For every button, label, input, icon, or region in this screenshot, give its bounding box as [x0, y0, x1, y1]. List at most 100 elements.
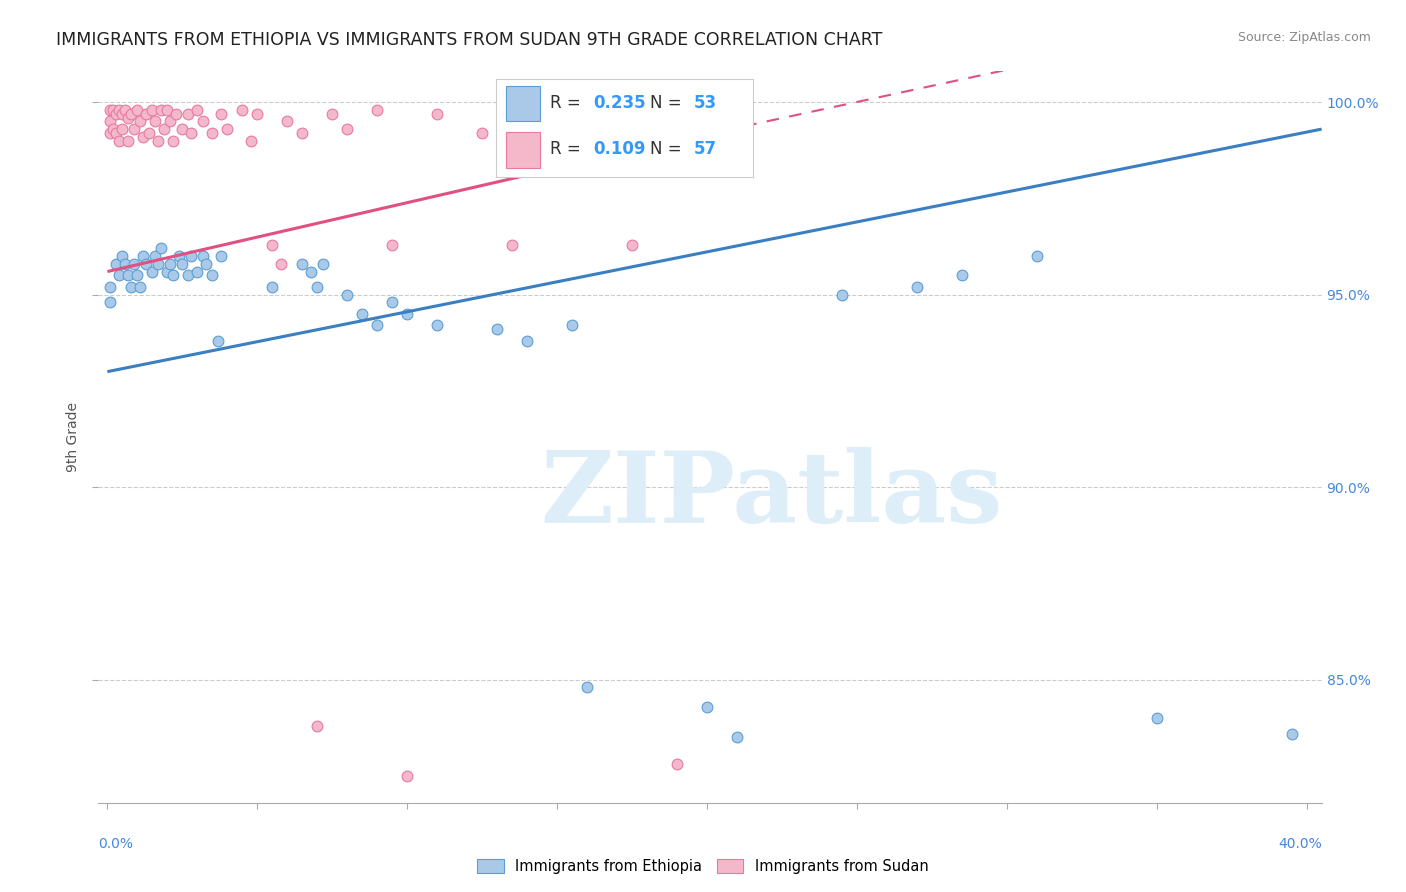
- Point: [561, 318, 583, 333]
- Point: [516, 334, 538, 348]
- Point: [207, 334, 229, 348]
- Point: [217, 122, 239, 136]
- Point: [307, 280, 329, 294]
- Point: [352, 307, 374, 321]
- Point: [172, 257, 194, 271]
- Point: [186, 103, 208, 117]
- Text: ZIPatlas: ZIPatlas: [540, 447, 1002, 544]
- Point: [471, 126, 494, 140]
- Point: [135, 257, 157, 271]
- Point: [240, 134, 263, 148]
- Legend: Immigrants from Ethiopia, Immigrants from Sudan: Immigrants from Ethiopia, Immigrants fro…: [471, 854, 935, 880]
- Point: [169, 249, 191, 263]
- Point: [321, 106, 343, 120]
- Point: [270, 257, 292, 271]
- Point: [186, 264, 208, 278]
- Point: [291, 257, 314, 271]
- Point: [105, 126, 128, 140]
- Point: [336, 122, 359, 136]
- Point: [666, 757, 689, 772]
- Point: [114, 257, 136, 271]
- Text: 0.0%: 0.0%: [98, 837, 134, 851]
- Point: [307, 719, 329, 733]
- Point: [141, 264, 163, 278]
- Point: [312, 257, 335, 271]
- Y-axis label: 9th Grade: 9th Grade: [66, 402, 80, 472]
- Point: [150, 103, 173, 117]
- Point: [172, 122, 194, 136]
- Point: [145, 114, 167, 128]
- Point: [177, 268, 200, 283]
- Point: [132, 249, 155, 263]
- Point: [100, 126, 122, 140]
- Point: [148, 134, 170, 148]
- Point: [138, 126, 160, 140]
- Point: [117, 134, 139, 148]
- Point: [108, 134, 131, 148]
- Point: [725, 731, 748, 745]
- Point: [262, 237, 284, 252]
- Point: [120, 106, 142, 120]
- Point: [165, 106, 187, 120]
- Point: [209, 249, 232, 263]
- Point: [1025, 249, 1047, 263]
- Point: [111, 106, 134, 120]
- Point: [108, 103, 131, 117]
- Point: [426, 318, 449, 333]
- Point: [396, 769, 419, 783]
- Point: [381, 237, 404, 252]
- Point: [145, 249, 167, 263]
- Point: [1146, 711, 1168, 725]
- Point: [246, 106, 269, 120]
- Point: [103, 103, 125, 117]
- Point: [396, 307, 419, 321]
- Point: [426, 106, 449, 120]
- Point: [366, 318, 388, 333]
- Point: [209, 106, 232, 120]
- Point: [117, 268, 139, 283]
- Point: [127, 103, 149, 117]
- Point: [195, 257, 218, 271]
- Point: [180, 249, 202, 263]
- Text: IMMIGRANTS FROM ETHIOPIA VS IMMIGRANTS FROM SUDAN 9TH GRADE CORRELATION CHART: IMMIGRANTS FROM ETHIOPIA VS IMMIGRANTS F…: [56, 31, 883, 49]
- Point: [120, 280, 142, 294]
- Point: [135, 106, 157, 120]
- Point: [108, 268, 131, 283]
- Point: [201, 126, 224, 140]
- Point: [103, 122, 125, 136]
- Point: [299, 264, 322, 278]
- Point: [193, 249, 215, 263]
- Point: [159, 114, 181, 128]
- Point: [124, 122, 146, 136]
- Point: [276, 114, 298, 128]
- Point: [148, 257, 170, 271]
- Text: Source: ZipAtlas.com: Source: ZipAtlas.com: [1237, 31, 1371, 45]
- Point: [150, 242, 173, 256]
- Point: [132, 129, 155, 144]
- Point: [159, 257, 181, 271]
- Point: [180, 126, 202, 140]
- Point: [231, 103, 253, 117]
- Point: [100, 114, 122, 128]
- Point: [831, 287, 853, 301]
- Point: [162, 134, 184, 148]
- Point: [486, 322, 509, 336]
- Point: [100, 280, 122, 294]
- Point: [366, 103, 388, 117]
- Point: [336, 287, 359, 301]
- Point: [193, 114, 215, 128]
- Point: [129, 114, 152, 128]
- Point: [156, 103, 179, 117]
- Point: [501, 237, 523, 252]
- Point: [111, 249, 134, 263]
- Point: [162, 268, 184, 283]
- Point: [129, 280, 152, 294]
- Point: [111, 122, 134, 136]
- Point: [905, 280, 928, 294]
- Point: [291, 126, 314, 140]
- Point: [381, 295, 404, 310]
- Point: [153, 122, 176, 136]
- Point: [262, 280, 284, 294]
- Point: [546, 103, 568, 117]
- Point: [124, 257, 146, 271]
